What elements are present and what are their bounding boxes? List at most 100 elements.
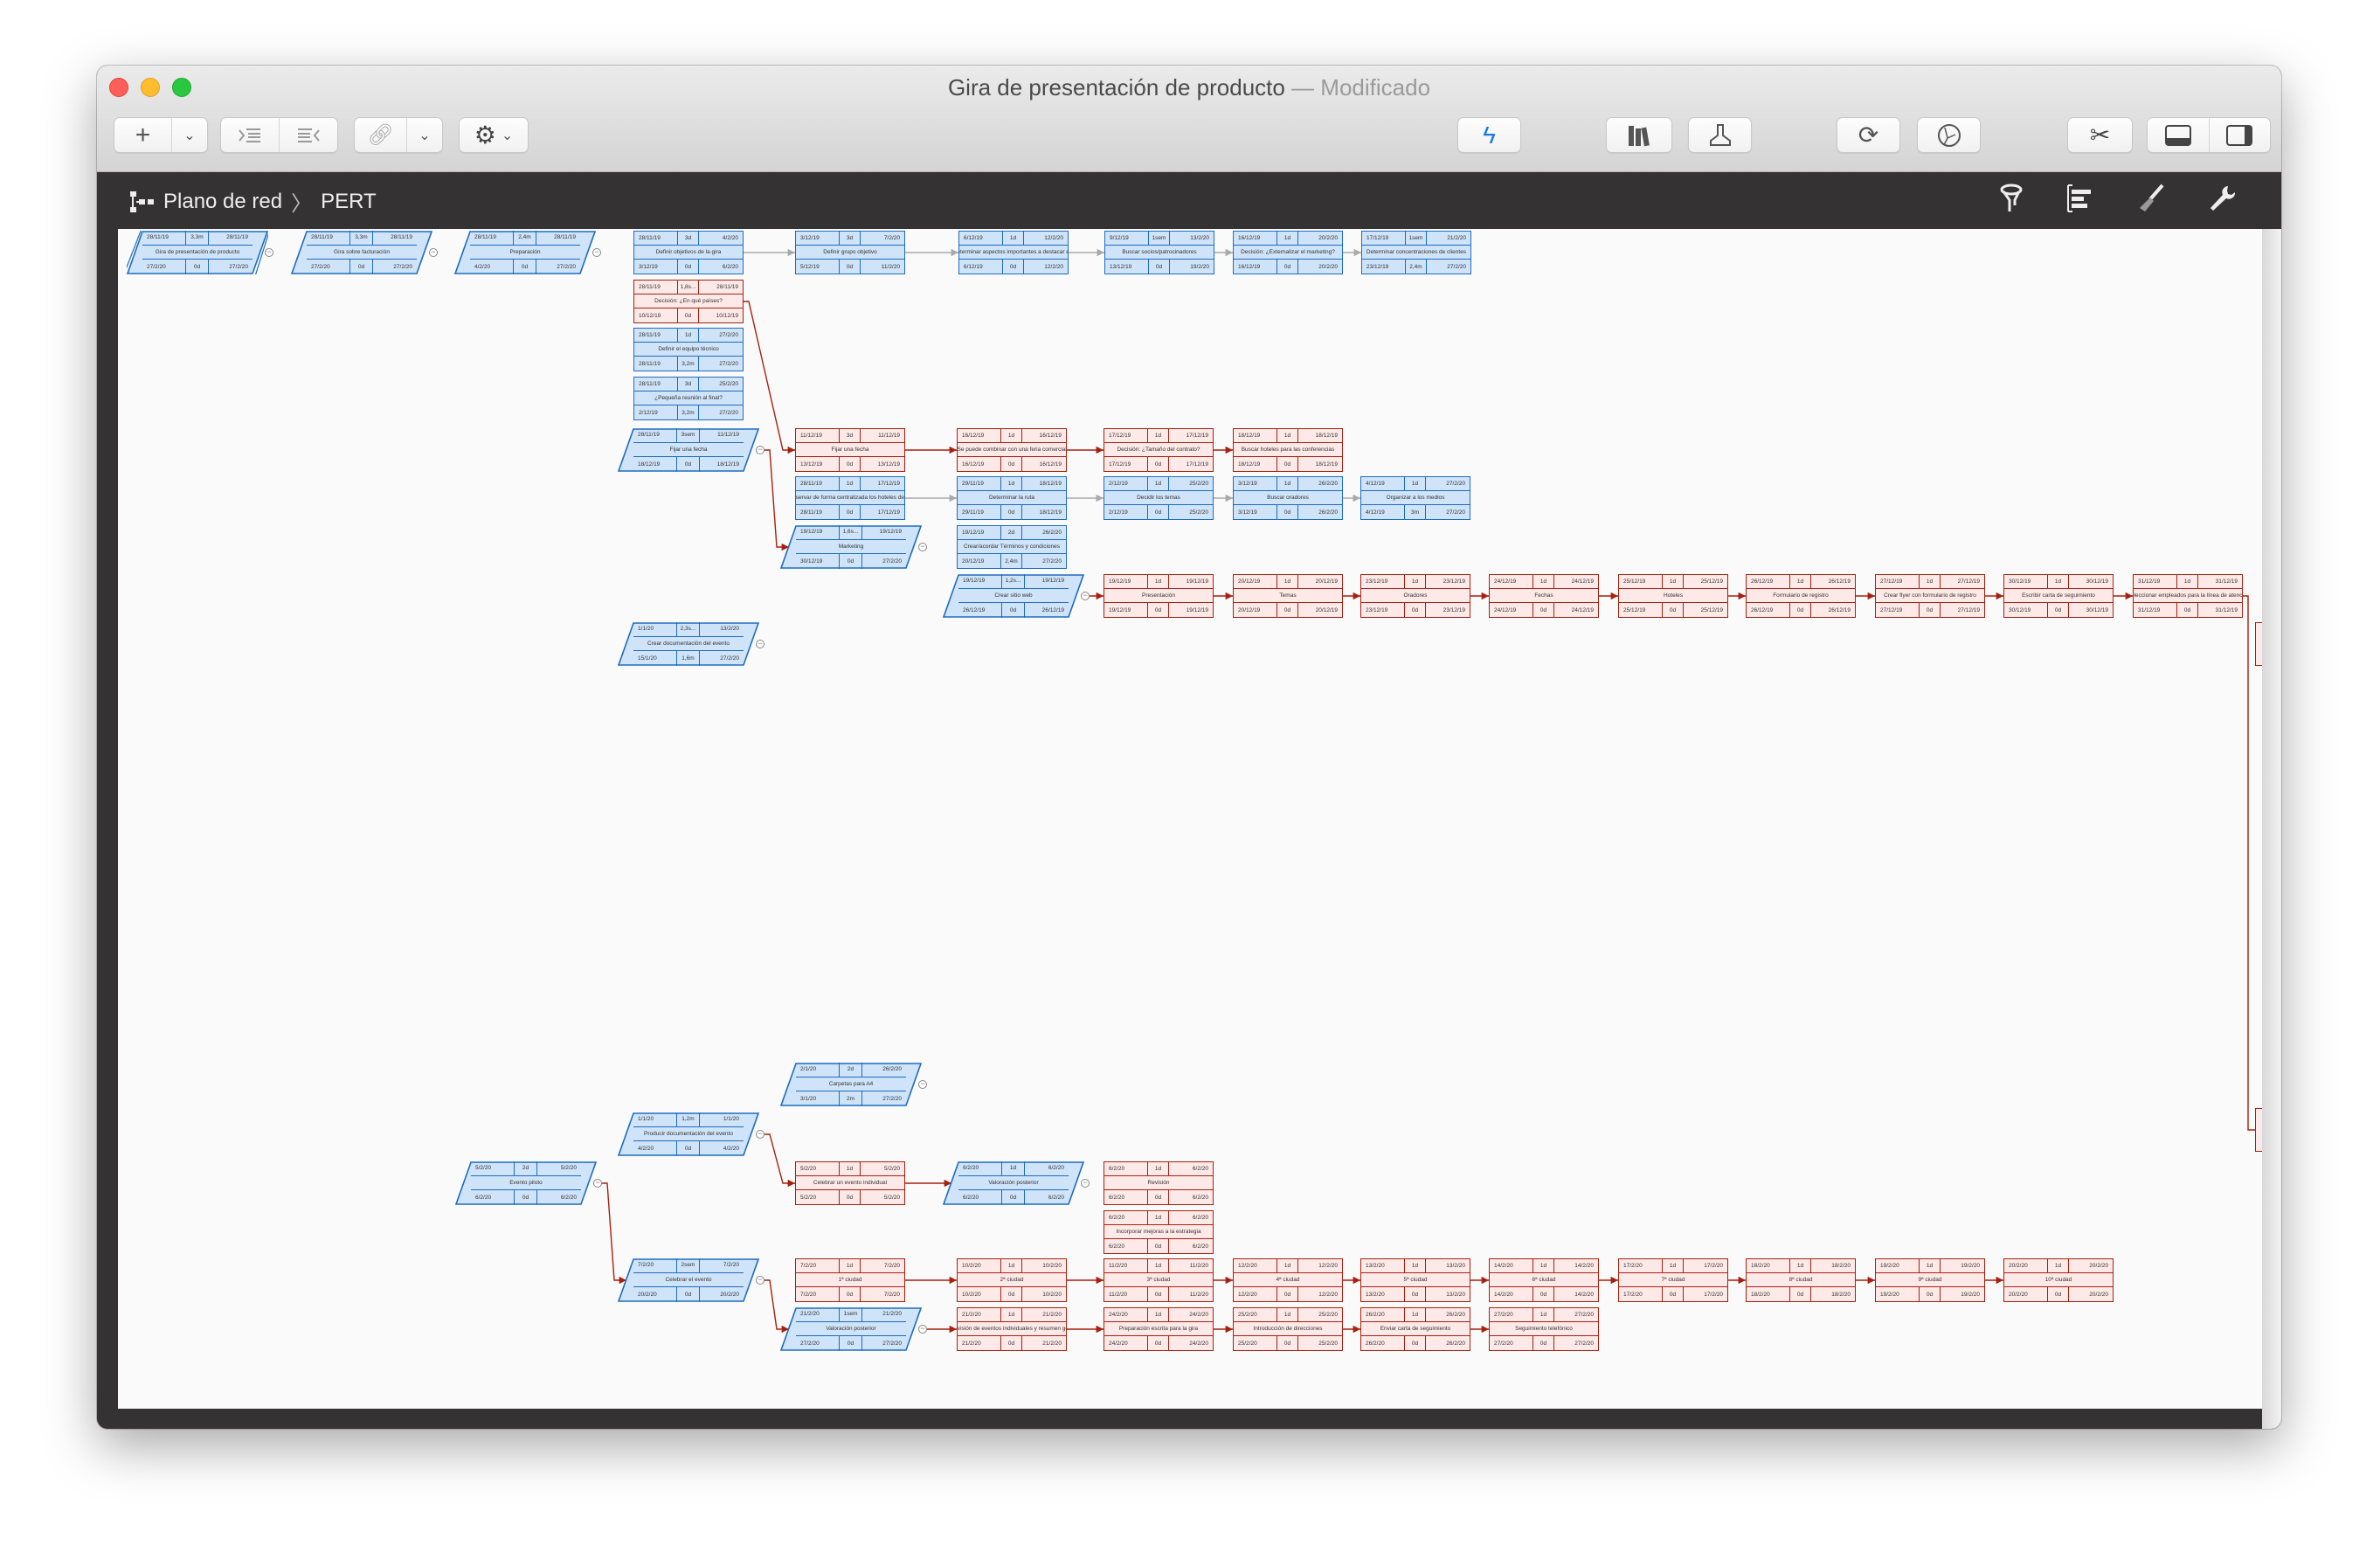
filter-button[interactable]: [1994, 181, 2029, 216]
library-button[interactable]: [1606, 117, 1672, 153]
task-node-defgrupo[interactable]: 3/12/19 3d 7/2/20 Definir grupo objetivo 5/1…: [795, 231, 905, 274]
task-node-hoteles[interactable]: 25/12/19 1d 25/12/19 Hoteles 25/12/19 0d 25/12…: [1618, 574, 1728, 618]
task-node-c4[interactable]: 12/2/20 1d 12/2/20 4ª ciudad 12/2/20 0d 12/2/2…: [1233, 1258, 1343, 1302]
collapse-toggle[interactable]: −: [265, 248, 273, 257]
collapse-toggle[interactable]: −: [1081, 592, 1090, 600]
network-button[interactable]: [1917, 117, 1981, 153]
task-node-c7[interactable]: 17/2/20 1d 17/2/20 7ª ciudad 17/2/20 0d 17/2/2…: [1618, 1258, 1728, 1302]
task-node-medios[interactable]: 4/12/19 1d 27/2/20 Organizar a los medios 4/…: [1360, 476, 1470, 520]
offscreen-task-node[interactable]: [2255, 1108, 2262, 1152]
collapse-toggle[interactable]: −: [918, 543, 927, 551]
task-node-temas_d[interactable]: 2/12/19 1d 25/2/20 Decidir los temas 2/12/19…: [1104, 476, 1214, 520]
collapse-toggle[interactable]: −: [756, 640, 765, 648]
task-node-oradores[interactable]: 23/12/19 1d 23/12/19 Oradores 23/12/19 0d 23/1…: [1360, 574, 1470, 618]
collapse-toggle[interactable]: −: [918, 1080, 927, 1089]
critical-path-button[interactable]: ϟ: [1457, 117, 1521, 153]
task-node-c3[interactable]: 11/2/20 1d 11/2/20 3ª ciudad 11/2/20 0d 11/2/2…: [1104, 1258, 1214, 1302]
group-node-g_carpetas[interactable]: 2/1/20 2d 26/2/20 Carpetas para A4 3/1/20 2m 2…: [780, 1063, 927, 1106]
style-button[interactable]: [2134, 181, 2169, 216]
bottom-panel-button[interactable]: [2148, 118, 2210, 152]
task-node-oradores_b[interactable]: 3/12/19 1d 26/2/20 Buscar oradores 3/12/19 0d…: [1233, 476, 1343, 520]
group-node-g_celebrar[interactable]: 7/2/20 2sem 7/2/20 Celebrar el evento 20/2/2…: [618, 1258, 765, 1302]
collapse-toggle[interactable]: −: [1081, 1179, 1090, 1188]
group-node-g_piloto[interactable]: 5/2/20 2d 5/2/20 Evento piloto 6/2/20 0d 6/2/2…: [455, 1161, 602, 1205]
group-node-g_mkt[interactable]: 19/12/19 1,6s... 19/12/19 Marketing 30/12/19…: [780, 525, 927, 569]
task-node-c10[interactable]: 20/2/20 1d 20/2/20 10ª ciudad 20/2/20 0d 20/2/…: [2003, 1258, 2114, 1302]
task-node-reunion[interactable]: 28/11/19 3d 25/2/20 ¿Pequeña reunión al fin…: [633, 377, 744, 420]
collapse-toggle[interactable]: −: [756, 1276, 765, 1285]
task-node-c8[interactable]: 18/2/20 1d 18/2/20 8ª ciudad 18/2/20 0d 18/2/2…: [1746, 1258, 1856, 1302]
group-node-prep[interactable]: 28/11/19 2,4m 28/11/19 Preparación 4/2/20 0d 2…: [454, 231, 601, 274]
task-node-c1[interactable]: 7/2/20 1d 7/2/20 1ª ciudad 7/2/20 0d 7/2/20: [795, 1258, 905, 1302]
collapse-toggle[interactable]: −: [756, 446, 765, 454]
task-node-terminos[interactable]: 19/12/19 2d 26/2/20 Crear/acordar Términos …: [957, 525, 1067, 569]
task-node-incorporar[interactable]: 6/2/20 1d 6/2/20 Incorporar mejoras a la es…: [1104, 1210, 1214, 1254]
task-node-fechas[interactable]: 24/12/19 1d 24/12/19 Fechas 24/12/19 0d 24/12/…: [1489, 574, 1599, 618]
task-node-c2[interactable]: 10/2/20 1d 10/2/20 2ª ciudad 10/2/20 0d 10/2/2…: [957, 1258, 1067, 1302]
breadcrumb-root[interactable]: Plano de red: [163, 189, 283, 213]
add-menu-button[interactable]: ⌄: [172, 118, 207, 152]
task-node-paises[interactable]: 28/11/19 1,8s... 28/11/19 Decisión: ¿En qué…: [633, 280, 744, 323]
resources-button[interactable]: [1688, 117, 1752, 153]
task-node-c6[interactable]: 14/2/20 1d 14/2/20 6ª ciudad 14/2/20 0d 14/2/2…: [1489, 1258, 1599, 1302]
group-node-gira[interactable]: 28/11/19 3,3m 28/11/19 Gira de presentación…: [127, 231, 273, 274]
close-button[interactable]: [109, 78, 128, 97]
group-node-g_producir[interactable]: 1/1/20 1,2m 1/1/20 Producir documentación d…: [618, 1112, 765, 1156]
task-node-defobj[interactable]: 28/11/19 3d 4/2/20 Definir objetivos de la …: [633, 231, 744, 274]
minimize-button[interactable]: [141, 78, 160, 97]
group-node-g_web[interactable]: 19/12/19 1,2s... 19/12/19 Crear sitio web 26…: [943, 574, 1090, 618]
add-button[interactable]: +: [114, 118, 172, 152]
actions-button[interactable]: ⚙ ⌄: [459, 117, 529, 153]
task-node-revision[interactable]: 6/2/20 1d 6/2/20 Revisión 6/2/20 0d 6/2/20: [1104, 1161, 1214, 1205]
task-node-socios[interactable]: 9/12/19 1sem 13/2/20 Buscar socios/patrocin…: [1104, 231, 1214, 274]
task-node-hot_conf[interactable]: 18/12/19 1d 18/12/19 Buscar hoteles para la…: [1233, 428, 1343, 472]
outdent-button[interactable]: [280, 118, 337, 152]
collapse-toggle[interactable]: −: [756, 1130, 765, 1139]
sync-button[interactable]: ⟳: [1837, 117, 1900, 153]
group-node-g_val1[interactable]: 6/2/20 1d 6/2/20 Valoración posterior 6/2/20…: [943, 1161, 1090, 1205]
task-node-combinar[interactable]: 16/12/19 1d 16/12/19 ¿Se puede combinar con…: [957, 428, 1067, 472]
group-node-g_doc[interactable]: 1/1/20 2,3s... 13/2/20 Crear documentación …: [618, 622, 765, 666]
group-node-g_val2[interactable]: 21/2/20 1sem 21/2/20 Valoración posterior 27…: [780, 1307, 927, 1351]
task-node-carta[interactable]: 30/12/19 1d 30/12/19 Escribir carta de segu…: [2003, 574, 2114, 618]
group-node-fact[interactable]: 28/11/19 3,3m 28/11/19 Gira sobre facturaci…: [291, 231, 438, 274]
task-node-intro_dir[interactable]: 25/2/20 1d 25/2/20 Introducción de direccio…: [1233, 1307, 1343, 1351]
task-node-extern[interactable]: 16/12/19 1d 20/2/20 Decisión: ¿Externalizar…: [1233, 231, 1343, 274]
task-node-formulario[interactable]: 26/12/19 1d 26/12/19 Formulario de registro…: [1746, 574, 1856, 618]
breadcrumb-current[interactable]: PERT: [321, 189, 377, 213]
task-node-presentacion[interactable]: 19/12/19 1d 19/12/19 Presentación 19/12/19 0d…: [1104, 574, 1214, 618]
task-node-tamano[interactable]: 17/12/19 1d 17/12/19 Decisión: ¿Tamaño del …: [1104, 428, 1214, 472]
indent-button[interactable]: [221, 118, 280, 152]
task-node-prep_escrita[interactable]: 24/2/20 1d 24/2/20 Preparación escrita para…: [1104, 1307, 1214, 1351]
task-node-celebrar_ind[interactable]: 5/2/20 1d 5/2/20 Celebrar un evento individ…: [795, 1161, 905, 1205]
task-node-enviar[interactable]: 26/2/20 1d 26/2/20 Enviar carta de seguimie…: [1360, 1307, 1470, 1351]
task-node-seg_tel[interactable]: 27/2/20 1d 27/2/20 Seguimiento telefónico 27…: [1489, 1307, 1599, 1351]
collapse-toggle[interactable]: −: [592, 248, 601, 257]
task-node-ruta[interactable]: 29/11/19 1d 18/12/19 Determinar la ruta 29/1…: [957, 476, 1067, 520]
pert-canvas[interactable]: 28/11/19 3,3m 28/11/19 Gira de presentación…: [118, 229, 2262, 1409]
task-node-c9[interactable]: 19/2/20 1d 19/2/20 9ª ciudad 19/2/20 0d 19/2/2…: [1875, 1258, 1985, 1302]
collapse-toggle[interactable]: −: [593, 1179, 602, 1188]
tools-button[interactable]: ✂: [2067, 117, 2133, 153]
zoom-button[interactable]: [172, 78, 191, 97]
list-button[interactable]: [2062, 181, 2097, 216]
task-node-temas[interactable]: 20/12/19 1d 20/12/19 Temas 20/12/19 0d 20/12/1…: [1233, 574, 1343, 618]
attach-button[interactable]: 🔗︎: [355, 118, 407, 152]
collapse-toggle[interactable]: −: [918, 1325, 927, 1334]
task-node-c5[interactable]: 13/2/20 1d 13/2/20 5ª ciudad 13/2/20 0d 13/2/2…: [1360, 1258, 1470, 1302]
task-node-fijar[interactable]: 11/12/19 3d 11/12/19 Fijar una fecha 13/12/1…: [795, 428, 905, 472]
side-panel-button[interactable]: [2210, 118, 2271, 152]
collapse-toggle[interactable]: −: [429, 248, 438, 257]
gear-segment: ⚙ ⌄: [460, 118, 528, 152]
task-node-concent[interactable]: 17/12/19 1sem 21/2/20 Determinar concentrac…: [1361, 231, 1471, 274]
offscreen-task-node[interactable]: [2255, 622, 2262, 666]
inspector-button[interactable]: [2204, 181, 2239, 216]
attach-menu-button[interactable]: ⌄: [407, 118, 442, 152]
task-node-equipo[interactable]: 28/11/19 1d 27/2/20 Definir el equipo técni…: [633, 328, 744, 371]
task-node-flyer[interactable]: 27/12/19 1d 27/12/19 Crear flyer con formul…: [1875, 574, 1985, 618]
group-node-g_fijar[interactable]: 28/11/19 3sem 11/12/19 Fijar una fecha 18/12…: [618, 428, 765, 472]
